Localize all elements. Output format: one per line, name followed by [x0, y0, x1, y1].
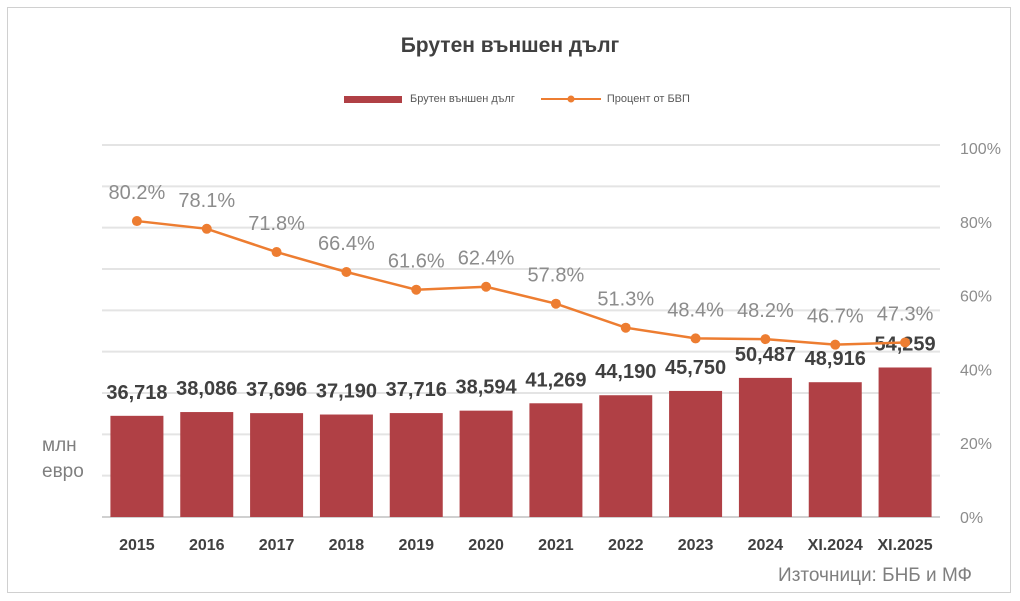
bar-label: 37,696: [246, 379, 307, 401]
right-axis-tick: 40%: [960, 362, 992, 379]
x-tick-label: 2015: [119, 537, 155, 554]
gdp-point: [690, 333, 701, 344]
x-tick-label: XI.2025: [878, 537, 933, 554]
gdp-point: [620, 322, 631, 333]
gdp-label: 48.4%: [667, 299, 724, 321]
gdp-label: 62.4%: [458, 248, 515, 270]
gdp-point: [481, 281, 492, 292]
chart-frame: [7, 7, 1011, 593]
legend-label-debt: Брутен външен дълг: [410, 93, 515, 105]
gdp-point: [900, 337, 911, 348]
x-tick-label: 2024: [748, 537, 784, 554]
bar: [250, 413, 304, 517]
bar-label: 37,716: [386, 379, 447, 401]
bar-label: 44,190: [595, 361, 656, 383]
bar: [319, 414, 373, 517]
bar: [669, 390, 723, 517]
gdp-label: 51.3%: [597, 289, 654, 311]
source-note: Източници: БНБ и МФ: [778, 565, 972, 586]
gdp-label: 80.2%: [109, 182, 166, 204]
bar: [459, 410, 513, 517]
x-tick-label: 2016: [189, 537, 225, 554]
right-axis-tick: 20%: [960, 436, 992, 453]
gdp-label: 46.7%: [807, 306, 864, 328]
gdp-point: [760, 334, 771, 345]
bar-label: 50,487: [735, 344, 796, 366]
bar-label: 38,086: [176, 378, 237, 400]
gdp-point: [341, 266, 352, 277]
bar-label: 36,718: [106, 382, 167, 404]
bar: [529, 403, 583, 517]
bar-label: 38,594: [455, 377, 517, 399]
x-tick-label: XI.2024: [808, 537, 863, 554]
gdp-point: [830, 339, 841, 350]
bar-label: 48,916: [805, 348, 866, 370]
bar-label: 45,750: [665, 357, 726, 379]
gdp-label: 71.8%: [248, 213, 305, 235]
chart-title: Брутен външен дълг: [400, 34, 620, 57]
x-tick-label: 2019: [398, 537, 434, 554]
right-axis-tick: 100%: [960, 141, 1001, 158]
legend-label-gdp: Процент от БВП: [606, 93, 690, 105]
x-tick-label: 2023: [678, 537, 714, 554]
gdp-label: 47.3%: [877, 303, 934, 325]
x-tick-label: 2022: [608, 537, 644, 554]
bar-label: 41,269: [525, 369, 586, 391]
gdp-point: [131, 216, 142, 227]
gdp-point: [201, 223, 212, 234]
right-axis-tick: 60%: [960, 289, 992, 306]
x-tick-label: 2017: [259, 537, 295, 554]
gdp-point: [411, 284, 422, 295]
gdp-label: 61.6%: [388, 251, 445, 273]
gdp-label: 66.4%: [318, 233, 375, 255]
y-axis-label: млн евро: [42, 435, 84, 482]
bar: [110, 415, 164, 517]
bar: [878, 367, 932, 517]
bar: [389, 413, 443, 517]
legend-bar-swatch: [344, 95, 402, 103]
right-axis-tick: 80%: [960, 215, 992, 232]
gdp-label: 78.1%: [178, 190, 235, 212]
legend: Брутен външен дълг Процент от БВП: [344, 91, 690, 107]
gdp-label: 48.2%: [737, 300, 794, 322]
gdp-line: [136, 219, 906, 346]
legend-line-swatch: [540, 95, 601, 103]
x-tick-label: 2020: [468, 537, 504, 554]
right-axis-tick: 0%: [960, 510, 983, 527]
gdp-point: [550, 298, 561, 309]
gdp-label: 57.8%: [528, 265, 585, 287]
x-tick-label: 2021: [538, 537, 574, 554]
bar: [180, 412, 234, 517]
bar: [738, 377, 792, 517]
bar: [808, 382, 862, 517]
bar-label: 37,190: [316, 381, 377, 403]
gdp-point: [271, 247, 282, 258]
bar: [599, 395, 653, 517]
x-tick-label: 2018: [329, 537, 365, 554]
